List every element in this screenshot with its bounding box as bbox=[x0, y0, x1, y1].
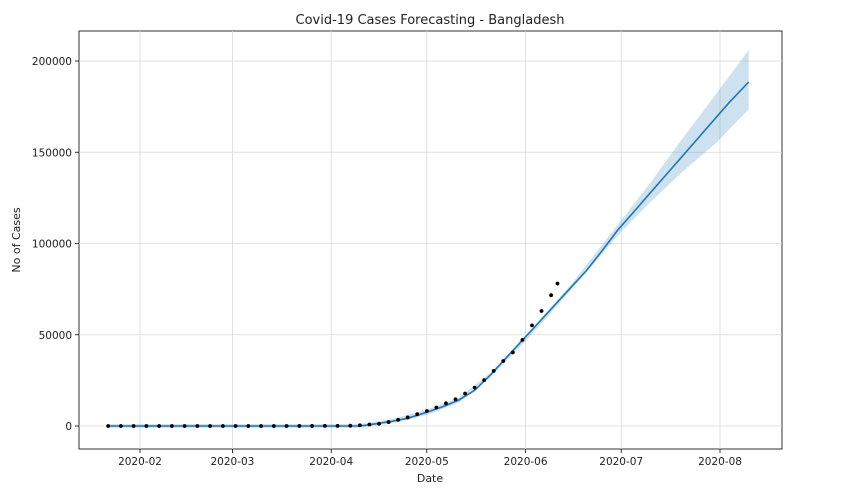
observed-point bbox=[555, 281, 560, 286]
y-axis-label: No of Cases bbox=[10, 207, 23, 272]
observed-point bbox=[530, 323, 534, 328]
observed-point bbox=[405, 415, 410, 420]
observed-point bbox=[367, 422, 372, 427]
observed-point bbox=[271, 424, 276, 428]
observed-point bbox=[377, 421, 381, 426]
x-tick-label: 2020-05 bbox=[405, 456, 449, 468]
observed-point bbox=[444, 401, 448, 406]
x-axis-label: Date bbox=[417, 472, 444, 485]
observed-point bbox=[472, 385, 477, 390]
observed-point bbox=[357, 423, 362, 428]
forecast-line-layer bbox=[108, 81, 750, 427]
observed-point bbox=[220, 424, 225, 428]
observed-point bbox=[348, 423, 353, 428]
observed-point bbox=[549, 293, 553, 298]
x-tick-label: 2020-04 bbox=[309, 456, 353, 468]
observed-point bbox=[453, 397, 458, 402]
observed-point bbox=[195, 424, 200, 428]
y-tick-label: 200000 bbox=[32, 56, 72, 68]
observed-point bbox=[118, 424, 123, 428]
axes: 2020-02 2020-03 2020-04 2020-05 2020-06 2020-… bbox=[32, 56, 742, 468]
plot-area bbox=[78, 30, 783, 450]
observed-point bbox=[463, 391, 467, 396]
observed-point bbox=[284, 424, 289, 428]
y-tick-label: 0 bbox=[65, 421, 72, 433]
x-tick-label: 2020-06 bbox=[504, 456, 548, 468]
y-tick-label: 150000 bbox=[32, 147, 72, 159]
observed-point bbox=[259, 424, 263, 428]
observed-point bbox=[424, 409, 429, 413]
observed-point bbox=[246, 424, 251, 428]
observed-point bbox=[539, 309, 544, 313]
observed-point bbox=[482, 378, 487, 383]
observed-point bbox=[520, 338, 525, 342]
observed-point bbox=[322, 424, 327, 428]
x-tick-label: 2020-08 bbox=[698, 456, 742, 468]
observed-point bbox=[510, 350, 515, 355]
observed-point bbox=[501, 359, 506, 363]
observed-point bbox=[386, 420, 391, 424]
observed-point bbox=[157, 424, 162, 428]
observed-point bbox=[106, 424, 111, 428]
x-tick-label: 2020-07 bbox=[599, 456, 643, 468]
observed-points-layer bbox=[106, 281, 560, 428]
observed-point bbox=[297, 424, 302, 428]
y-tick-label: 100000 bbox=[32, 239, 72, 251]
observed-point bbox=[208, 424, 213, 428]
x-tick-label: 2020-03 bbox=[210, 456, 254, 468]
observed-point bbox=[396, 417, 401, 422]
observed-point bbox=[310, 424, 314, 428]
y-tick-label: 50000 bbox=[39, 330, 72, 342]
observed-point bbox=[415, 412, 420, 417]
observed-point bbox=[491, 368, 496, 373]
x-tick-label: 2020-02 bbox=[118, 456, 162, 468]
chart-title: Covid-19 Cases Forecasting - Bangladesh bbox=[296, 13, 565, 28]
observed-point bbox=[233, 424, 238, 428]
observed-point bbox=[131, 424, 136, 428]
observed-point bbox=[335, 423, 340, 428]
gridlines bbox=[79, 31, 782, 449]
forecast-line bbox=[108, 81, 750, 427]
observed-point bbox=[434, 405, 439, 410]
observed-point bbox=[182, 424, 187, 428]
observed-point bbox=[169, 424, 174, 428]
observed-point bbox=[144, 424, 149, 428]
